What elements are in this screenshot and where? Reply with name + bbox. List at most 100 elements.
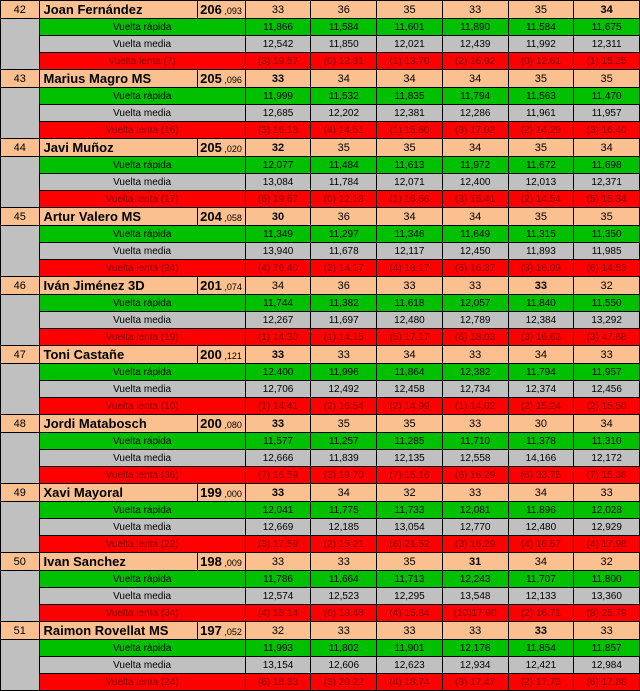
avg-val: 12,286: [442, 105, 508, 122]
slow-val: (6) 16.29: [442, 467, 508, 484]
avg-val: 12,623: [377, 657, 443, 674]
slow-lap-row: Vuelta lenta (16)(3) 16.13(4) 14.51(1) 1…: [1, 122, 640, 139]
avg-val: 12,685: [245, 105, 311, 122]
total-cell: 201 ,074: [198, 277, 246, 295]
slow-label: Vuelta lenta (24): [39, 260, 245, 277]
lap-count: 34: [442, 208, 508, 226]
driver-name: Raimon Rovellat MS: [39, 622, 198, 640]
lap-count: 34: [508, 346, 574, 364]
avg-val: 12,456: [574, 381, 640, 398]
slow-val: (7) 15.16: [377, 467, 443, 484]
slow-lap-row: Vuelta lenta (24)(6) 18.33(3) 20.22(4) 1…: [1, 674, 640, 691]
fast-val: 11,584: [311, 19, 377, 36]
avg-label: Vuelta media: [39, 174, 245, 191]
slow-lap-row: Vuelta lenta (10)(1) 14.41(2) 16.54(2) 1…: [1, 398, 640, 415]
fast-val: 11,866: [245, 19, 311, 36]
avg-val: 11,985: [574, 243, 640, 260]
driver-name: Marius Magro MS: [39, 70, 198, 88]
avg-val: 12,934: [442, 657, 508, 674]
fast-label: Vuelta rápida: [39, 364, 245, 381]
avg-val: 12,480: [508, 519, 574, 536]
fast-val: 11,999: [245, 88, 311, 105]
side-spacer: [1, 364, 40, 415]
slow-val: (1) 13.70: [377, 53, 443, 70]
avg-val: 12,450: [442, 243, 508, 260]
slow-val: (4) 18.74: [377, 674, 443, 691]
lap-count: 35: [311, 139, 377, 157]
slow-val: (4) 14.51: [311, 122, 377, 139]
lap-count: 33: [574, 622, 640, 640]
fast-lap-row: Vuelta rápida11,86611,58411,60111,89011,…: [1, 19, 640, 36]
position-cell: 45: [1, 208, 40, 226]
fast-label: Vuelta rápida: [39, 433, 245, 450]
avg-val: 12,789: [442, 312, 508, 329]
slow-val: (1) 15.60: [377, 122, 443, 139]
fast-val: 12,028: [574, 502, 640, 519]
lap-count: 34: [442, 139, 508, 157]
fast-val: 11,775: [311, 502, 377, 519]
slow-lap-row: Vuelta lenta (36)(7) 16.59(3) 19.70(7) 1…: [1, 467, 640, 484]
avg-val: 12,185: [311, 519, 377, 536]
slow-val: (2) 14.54: [508, 191, 574, 208]
avg-label: Vuelta media: [39, 36, 245, 53]
avg-val: 11,893: [508, 243, 574, 260]
lap-count: 32: [574, 277, 640, 295]
slow-val: (4) 17.98: [574, 536, 640, 553]
driver-header-row: 50Ivan Sanchez198 ,009333335313432: [1, 553, 640, 571]
lap-count: 36: [311, 1, 377, 19]
slow-label: Vuelta lenta (7): [39, 53, 245, 70]
lap-count: 35: [508, 139, 574, 157]
avg-lap-row: Vuelta media12,54211,85012,02112,43911,9…: [1, 36, 640, 53]
avg-val: 13,548: [442, 588, 508, 605]
driver-header-row: 47Toni Castañe200 ,121333334333433: [1, 346, 640, 364]
avg-val: 12,666: [245, 450, 311, 467]
slow-val: (2) 14.17: [311, 260, 377, 277]
avg-val: 12,374: [508, 381, 574, 398]
lap-count: 34: [574, 139, 640, 157]
fast-lap-row: Vuelta rápida11,57711,25711,28511,71011,…: [1, 433, 640, 450]
avg-val: 12,458: [377, 381, 443, 398]
lap-count: 33: [245, 553, 311, 571]
position-cell: 49: [1, 484, 40, 502]
lap-count: 33: [311, 622, 377, 640]
total-cell: 205 ,096: [198, 70, 246, 88]
lap-count: 33: [508, 277, 574, 295]
avg-label: Vuelta media: [39, 588, 245, 605]
avg-val: 12,133: [508, 588, 574, 605]
avg-val: 12,135: [377, 450, 443, 467]
lap-count: 33: [442, 622, 508, 640]
total-cell: 200 ,121: [198, 346, 246, 364]
fast-val: 11,835: [377, 88, 443, 105]
side-spacer: [1, 226, 40, 277]
fast-val: 11,733: [377, 502, 443, 519]
fast-val: 11,484: [311, 157, 377, 174]
driver-name: Ivan Sanchez: [39, 553, 198, 571]
fast-val: 11,672: [508, 157, 574, 174]
slow-val: (2) 17.73: [508, 674, 574, 691]
lap-count: 34: [442, 70, 508, 88]
avg-val: 12,384: [508, 312, 574, 329]
driver-name: Jordi Matabosch: [39, 415, 198, 433]
lap-count: 35: [508, 70, 574, 88]
avg-val: 12,574: [245, 588, 311, 605]
avg-lap-row: Vuelta media13,08411,78412,07112,40012,0…: [1, 174, 640, 191]
driver-name: Joan Fernández: [39, 1, 198, 19]
fast-val: 11,896: [508, 502, 574, 519]
lap-count: 33: [442, 277, 508, 295]
avg-val: 13,084: [245, 174, 311, 191]
lap-count: 33: [245, 346, 311, 364]
fast-val: 11,707: [508, 571, 574, 588]
avg-label: Vuelta media: [39, 450, 245, 467]
avg-lap-row: Vuelta media12,57412,52312,29513,54812,1…: [1, 588, 640, 605]
position-cell: 43: [1, 70, 40, 88]
lap-count: 35: [377, 139, 443, 157]
fast-val: 11,550: [574, 295, 640, 312]
fast-val: 11,584: [508, 19, 574, 36]
fast-val: 11,786: [245, 571, 311, 588]
lap-count: 34: [574, 415, 640, 433]
fast-val: 11,698: [574, 157, 640, 174]
slow-val: (6) 19.67: [245, 191, 311, 208]
fast-label: Vuelta rápida: [39, 295, 245, 312]
avg-val: 11,961: [508, 105, 574, 122]
lap-count: 35: [377, 1, 443, 19]
